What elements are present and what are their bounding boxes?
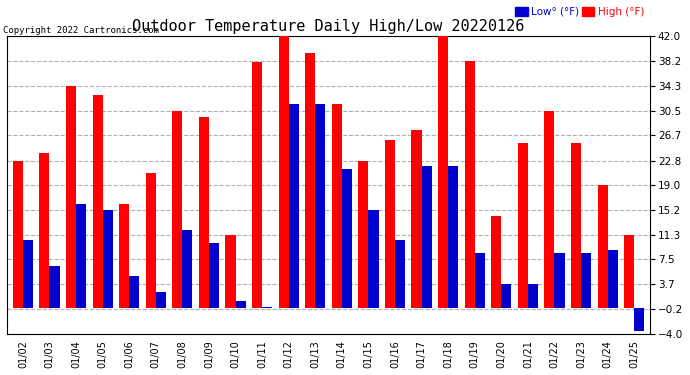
Bar: [411, 130, 422, 308]
Bar: [438, 36, 449, 308]
Bar: [235, 302, 246, 308]
Bar: [332, 104, 342, 308]
Bar: [252, 62, 262, 308]
Bar: [209, 243, 219, 308]
Bar: [464, 61, 475, 308]
Bar: [13, 160, 23, 308]
Bar: [555, 253, 564, 308]
Bar: [475, 253, 485, 308]
Bar: [119, 204, 129, 308]
Bar: [598, 185, 608, 308]
Title: Outdoor Temperature Daily High/Low 20220126: Outdoor Temperature Daily High/Low 20220…: [132, 19, 524, 34]
Bar: [262, 307, 273, 308]
Bar: [395, 240, 405, 308]
Bar: [502, 284, 511, 308]
Bar: [103, 210, 112, 308]
Bar: [624, 235, 634, 308]
Bar: [172, 111, 182, 308]
Bar: [66, 86, 76, 308]
Bar: [581, 253, 591, 308]
Legend: Low° (°F), High (°F): Low° (°F), High (°F): [514, 6, 645, 18]
Bar: [92, 94, 103, 308]
Bar: [288, 104, 299, 308]
Text: Copyright 2022 Cartronics.com: Copyright 2022 Cartronics.com: [3, 26, 159, 35]
Bar: [342, 169, 352, 308]
Bar: [182, 230, 193, 308]
Bar: [634, 308, 644, 331]
Bar: [23, 240, 33, 308]
Bar: [226, 235, 235, 308]
Bar: [146, 174, 156, 308]
Bar: [39, 153, 50, 308]
Bar: [50, 266, 59, 308]
Bar: [448, 166, 458, 308]
Bar: [491, 216, 502, 308]
Bar: [279, 36, 288, 308]
Bar: [518, 143, 528, 308]
Bar: [129, 276, 139, 308]
Bar: [199, 117, 209, 308]
Bar: [608, 250, 618, 308]
Bar: [358, 160, 368, 308]
Bar: [385, 140, 395, 308]
Bar: [305, 53, 315, 308]
Bar: [156, 292, 166, 308]
Bar: [76, 204, 86, 308]
Bar: [368, 210, 379, 308]
Bar: [544, 111, 555, 308]
Bar: [571, 143, 581, 308]
Bar: [315, 104, 326, 308]
Bar: [422, 166, 432, 308]
Bar: [528, 284, 538, 308]
